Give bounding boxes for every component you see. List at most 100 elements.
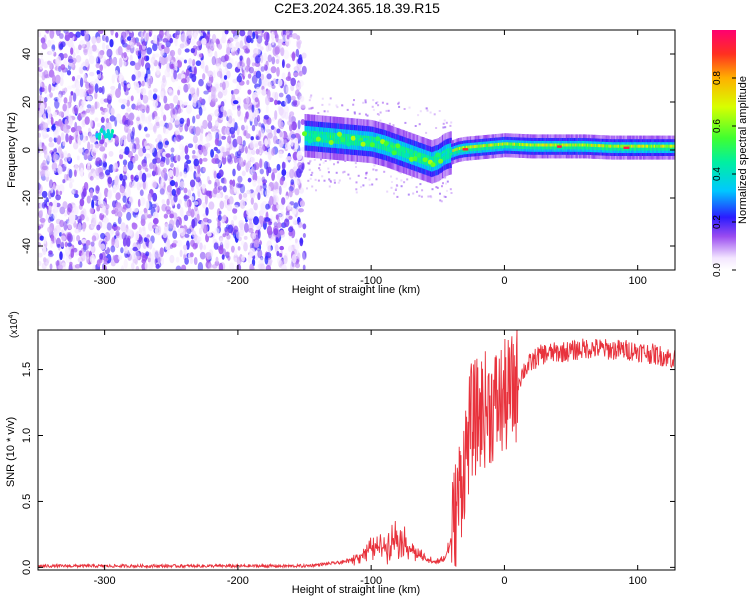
noise-speckle xyxy=(233,88,240,95)
faint-speckle xyxy=(355,188,358,191)
ridge-core xyxy=(647,144,649,148)
faint-speckle xyxy=(309,96,312,99)
y-tick-label: 0.0 xyxy=(21,560,33,575)
ridge-core xyxy=(532,143,535,147)
ridge-core xyxy=(487,143,490,147)
noise-speckle xyxy=(209,43,215,49)
noise-speckle xyxy=(265,104,269,114)
noise-speckle xyxy=(159,188,165,195)
noise-speckle xyxy=(63,53,68,59)
ridge-blob xyxy=(395,143,401,149)
noise-speckle xyxy=(59,33,64,39)
faint-speckle xyxy=(371,183,374,186)
ridge-core xyxy=(411,151,414,155)
noise-speckle xyxy=(49,92,53,98)
noise-speckle xyxy=(140,71,146,78)
noise-speckle xyxy=(162,231,168,239)
noise-speckle xyxy=(232,168,236,177)
ridge-core xyxy=(488,143,491,147)
noise-speckle xyxy=(40,97,45,103)
ridge-core xyxy=(576,143,579,147)
ridge-core xyxy=(359,137,362,141)
ridge-core xyxy=(639,144,641,148)
y-tick-label: 0.5 xyxy=(21,494,33,509)
noise-speckle xyxy=(253,117,259,127)
noise-speckle xyxy=(78,88,85,98)
faint-speckle xyxy=(327,171,330,174)
ridge-core xyxy=(671,144,673,148)
noise-speckle xyxy=(159,187,165,196)
noise-speckle xyxy=(138,44,143,51)
faint-speckle xyxy=(385,109,388,112)
ridge-core xyxy=(469,145,472,149)
faint-speckle xyxy=(403,181,406,184)
noise-speckle xyxy=(89,119,93,129)
ridge-core xyxy=(489,143,492,147)
ridge-core xyxy=(397,147,400,151)
noise-speckle xyxy=(179,249,183,258)
noise-speckle xyxy=(302,264,306,270)
noise-speckle xyxy=(195,114,201,120)
colorbar-tick-label: 0.4 xyxy=(712,167,723,181)
noise-speckle xyxy=(287,245,293,253)
noise-speckle xyxy=(212,158,218,165)
faint-speckle xyxy=(366,114,369,117)
noise-speckle xyxy=(181,264,187,270)
noise-speckle xyxy=(75,189,79,195)
noise-speckle xyxy=(236,75,242,83)
faint-speckle xyxy=(445,182,447,185)
noise-speckle xyxy=(39,86,43,96)
noise-speckle xyxy=(289,201,295,206)
noise-speckle xyxy=(55,30,61,37)
noise-speckle xyxy=(94,55,99,63)
noise-speckle xyxy=(38,113,42,118)
faint-speckle xyxy=(414,125,417,127)
noise-speckle xyxy=(255,70,262,79)
ridge-core xyxy=(345,136,348,140)
noise-speckle xyxy=(284,97,288,107)
noise-speckle xyxy=(230,90,234,95)
noise-speckle xyxy=(213,187,218,195)
noise-speckle xyxy=(60,41,66,48)
noise-speckle xyxy=(276,204,281,209)
noise-speckle xyxy=(79,40,86,49)
faint-speckle xyxy=(365,171,368,174)
noise-speckle xyxy=(110,85,116,90)
noise-speckle xyxy=(259,168,264,175)
noise-speckle xyxy=(293,162,298,167)
noise-speckle xyxy=(48,179,54,189)
faint-speckle xyxy=(444,176,447,179)
noise-speckle xyxy=(164,158,169,164)
ridge-core xyxy=(616,144,619,148)
noise-speckle xyxy=(96,122,101,128)
noise-speckle xyxy=(298,221,303,228)
noise-speckle xyxy=(60,241,65,248)
noise-speckle xyxy=(246,152,253,161)
noise-speckle xyxy=(107,176,113,185)
noise-speckle xyxy=(295,89,300,97)
noise-speckle xyxy=(174,154,179,162)
noise-speckle xyxy=(99,97,105,105)
noise-speckle xyxy=(249,168,253,175)
ridge-core xyxy=(459,146,462,150)
faint-speckle xyxy=(445,121,448,124)
faint-speckle xyxy=(354,162,357,165)
noise-speckle xyxy=(250,136,254,141)
noise-speckle xyxy=(226,70,231,79)
noise-speckle xyxy=(279,121,284,129)
faint-speckle xyxy=(309,159,312,162)
noise-speckle xyxy=(267,132,273,139)
noise-speckle xyxy=(39,217,46,223)
noise-speckle xyxy=(63,97,68,104)
noise-speckle xyxy=(300,104,306,109)
noise-speckle xyxy=(99,146,106,152)
noise-speckle xyxy=(81,99,86,106)
faint-speckle xyxy=(390,175,392,178)
noise-speckle xyxy=(176,187,181,195)
noise-speckle xyxy=(160,83,165,93)
noise-speckle xyxy=(233,121,238,131)
noise-speckle xyxy=(91,44,97,52)
noise-speckle xyxy=(165,153,171,158)
noise-speckle xyxy=(173,94,179,104)
noise-speckle xyxy=(162,127,169,135)
